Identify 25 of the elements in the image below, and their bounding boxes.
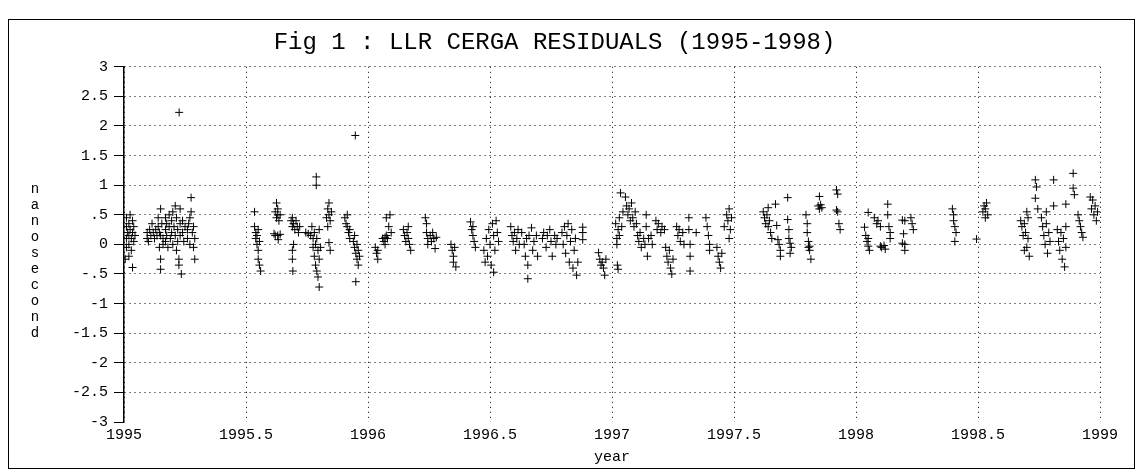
y-tick-label: 2	[98, 117, 108, 135]
x-tick-label: 1996.5	[462, 426, 518, 444]
y-tick-label: 2.5	[80, 88, 108, 106]
x-tick-label: 1995	[105, 426, 143, 444]
y-tick-label: -.5	[80, 265, 108, 283]
x-tick-label: 1998	[837, 426, 875, 444]
y-tick-label: .5	[89, 206, 108, 224]
x-axis-title: year	[593, 448, 631, 466]
x-tick-label: 1997.5	[706, 426, 762, 444]
y-axis-title: nanosecond	[27, 181, 43, 341]
x-tick-label: 1996	[349, 426, 387, 444]
x-tick-label: 1997	[593, 426, 631, 444]
y-tick-label: 0	[98, 236, 108, 254]
y-tick-label: -3	[89, 413, 108, 431]
y-tick-label: -2	[89, 354, 108, 372]
y-tick-label: 1	[98, 177, 108, 195]
y-tick-label: 1.5	[80, 147, 108, 165]
y-tick-label: -2.5	[71, 384, 108, 402]
x-tick-label: 1998.5	[950, 426, 1006, 444]
y-tick-label: -1	[89, 295, 108, 313]
chart-title: Fig 1 : LLR CERGA RESIDUALS (1995-1998)	[273, 28, 836, 56]
y-tick-label: 3	[98, 58, 108, 76]
y-tick-label: -1.5	[71, 325, 108, 343]
x-tick-label: 1999	[1081, 426, 1119, 444]
x-tick-label: 1995.5	[218, 426, 274, 444]
